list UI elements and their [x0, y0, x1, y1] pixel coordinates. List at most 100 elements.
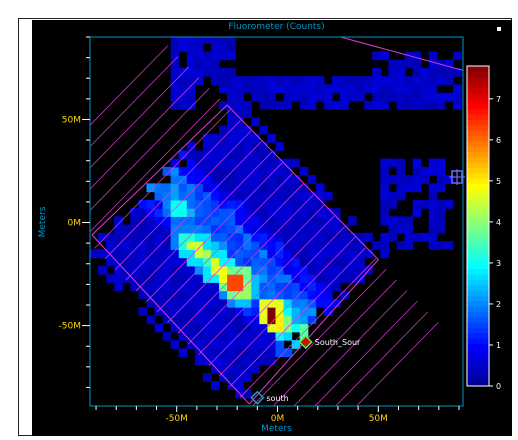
heatmap-cell	[404, 175, 414, 184]
heatmap-cell	[380, 199, 389, 209]
heatmap-cell	[219, 166, 228, 176]
heatmap-cell	[219, 76, 228, 86]
heatmap-cell	[396, 76, 406, 86]
axes-box	[89, 36, 464, 407]
heatmap-cell	[267, 265, 277, 275]
heatmap-cell	[243, 298, 252, 308]
colorbar-segment	[467, 263, 489, 270]
heatmap-cell	[428, 67, 438, 77]
heatmap-cell	[364, 76, 373, 86]
heatmap-cell	[219, 158, 228, 168]
heatmap-cell	[275, 158, 285, 168]
heatmap-cell	[331, 298, 341, 308]
heatmap-cell	[331, 241, 341, 250]
heatmap-cell	[436, 92, 446, 102]
heatmap-cell	[364, 249, 373, 259]
heatmap-cell	[210, 307, 220, 316]
heatmap-cell	[146, 199, 156, 209]
heatmap-cell	[259, 331, 269, 341]
heatmap-cell	[436, 67, 446, 77]
heatmap-cell	[307, 216, 317, 226]
heatmap-cell	[202, 323, 212, 333]
heatmap-cell	[235, 331, 244, 341]
heatmap-cell	[307, 298, 317, 308]
heatmap-cell	[436, 158, 446, 168]
heatmap-cell	[380, 216, 389, 226]
heatmap-cell	[364, 84, 373, 94]
colorbar-segment	[467, 247, 489, 254]
heatmap-cell	[396, 241, 406, 250]
heatmap-cell	[146, 274, 156, 283]
heatmap-cell	[114, 282, 123, 292]
heatmap-cell	[291, 241, 301, 250]
heatmap-cell	[186, 216, 196, 226]
heatmap-cell	[267, 290, 277, 300]
heatmap-cell	[275, 298, 285, 308]
heatmap-cell	[170, 290, 180, 300]
heatmap-cell	[428, 59, 438, 69]
heatmap-cell	[186, 76, 196, 86]
heatmap-cell	[194, 331, 204, 341]
heatmap-cell	[235, 92, 244, 102]
transect-line	[167, 183, 304, 324]
heatmap-cell	[372, 51, 381, 61]
heatmap-cell	[243, 100, 252, 110]
heatmap-cell	[227, 133, 236, 143]
heatmap-cell	[146, 183, 156, 193]
heatmap-cell	[162, 315, 172, 325]
heatmap-cell	[267, 150, 277, 160]
heatmap-cell	[428, 224, 438, 234]
heatmap-cell	[178, 307, 188, 316]
colorbar-segment	[467, 364, 489, 371]
colorbar-tick-label: 1	[496, 341, 501, 350]
heatmap-cell	[388, 59, 398, 69]
heatmap-cell	[283, 348, 293, 358]
heatmap-cell	[283, 290, 293, 300]
heatmap-cell	[210, 315, 220, 325]
heatmap-cell	[291, 274, 301, 283]
heatmap-cell	[235, 208, 244, 217]
heatmap-cell	[315, 298, 325, 308]
heatmap-cell	[372, 67, 381, 77]
heatmap-cell	[267, 216, 277, 226]
heatmap-cell	[219, 142, 228, 151]
heatmap-cell	[412, 76, 422, 86]
heatmap-cell	[178, 183, 188, 193]
heatmap-cell	[202, 199, 212, 209]
heatmap-cell	[219, 298, 228, 308]
colorbar-segment	[467, 370, 489, 376]
heatmap-cell	[307, 76, 317, 86]
heatmap-cell	[436, 241, 446, 250]
heatmap-cell	[340, 290, 349, 300]
heatmap-cell	[291, 76, 301, 86]
heatmap-cell	[251, 282, 260, 292]
heatmap-cell	[396, 100, 406, 110]
heatmap-cell	[251, 241, 260, 250]
heatmap-cell	[275, 175, 285, 184]
colorbar-segment	[467, 151, 489, 158]
colorbar-segment	[467, 295, 489, 302]
heatmap-cell	[380, 76, 389, 86]
heatmap-cell	[243, 175, 252, 184]
heatmap-cell	[210, 67, 220, 77]
heatmap-cell	[259, 340, 269, 349]
heatmap-cell	[243, 208, 252, 217]
heatmap-cell	[194, 232, 204, 242]
colorbar-segment	[467, 354, 489, 360]
heatmap-cell	[291, 315, 301, 325]
heatmap-cell	[275, 166, 285, 176]
heatmap-cell	[154, 183, 164, 193]
heatmap-cell	[210, 381, 220, 391]
heatmap-cell	[227, 150, 236, 160]
heatmap-cell	[348, 274, 357, 283]
heatmap-cell	[267, 348, 277, 358]
heatmap-cell	[412, 175, 422, 184]
heatmap-cell	[122, 257, 131, 267]
heatmap-cell	[259, 224, 269, 234]
heatmap-cell	[154, 224, 164, 234]
heatmap-cell	[315, 265, 325, 275]
heatmap-cell	[356, 232, 365, 242]
heatmap-cell	[114, 257, 123, 267]
heatmap-cell	[219, 125, 228, 135]
heatmap-cell	[162, 257, 172, 267]
